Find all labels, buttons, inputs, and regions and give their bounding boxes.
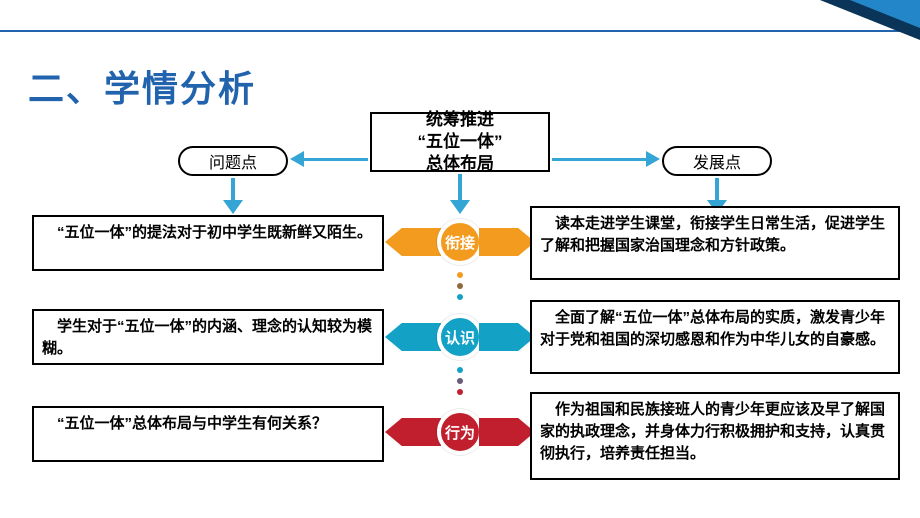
section-title: 二、学情分析 xyxy=(28,60,256,112)
center-title-line: 总体布局 xyxy=(426,153,494,175)
pentagon-right-icon xyxy=(479,418,535,446)
pentagon-right-icon xyxy=(479,323,535,351)
label-develop: 发展点 xyxy=(662,146,772,176)
circle-node-2: 认识 xyxy=(437,314,483,360)
circle-node-1: 衔接 xyxy=(437,219,483,265)
arrow-right-icon xyxy=(552,148,660,150)
connector-dots xyxy=(456,272,464,300)
pentagon-left-icon xyxy=(385,228,441,256)
pentagon-right-icon xyxy=(479,228,535,256)
pentagon-left-icon xyxy=(385,323,441,351)
center-title-box: 统筹推进 “五位一体” 总体布局 xyxy=(370,112,550,172)
header-divider xyxy=(0,30,920,32)
center-title-line: “五位一体” xyxy=(418,131,503,153)
circle-node-3: 行为 xyxy=(437,409,483,455)
connector-dots xyxy=(456,367,464,395)
corner-decoration xyxy=(800,0,920,60)
right-box-2: 全面了解“五位一体”总体布局的实质，激发青少年对于党和祖国的深切感恩和作为中华儿… xyxy=(530,300,900,374)
center-title-line: 统筹推进 xyxy=(426,109,494,131)
arrow-left-icon xyxy=(290,148,370,150)
right-box-3: 作为祖国和民族接班人的青少年更应该及早了解国家的执政理念，并身体力行积极拥护和支… xyxy=(530,392,900,480)
label-problem: 问题点 xyxy=(178,146,288,176)
left-box-2: 学生对于“五位一体”的内涵、理念的认知较为模糊。 xyxy=(32,309,384,365)
right-box-1: 读本走进学生课堂，衔接学生日常生活，促进学生了解和把握国家治国理念和方针政策。 xyxy=(530,206,900,280)
left-box-1: “五位一体”的提法对于初中学生既新鲜又陌生。 xyxy=(32,215,384,271)
pentagon-left-icon xyxy=(385,418,441,446)
left-box-3: “五位一体”总体布局与中学生有何关系？ xyxy=(32,406,384,462)
